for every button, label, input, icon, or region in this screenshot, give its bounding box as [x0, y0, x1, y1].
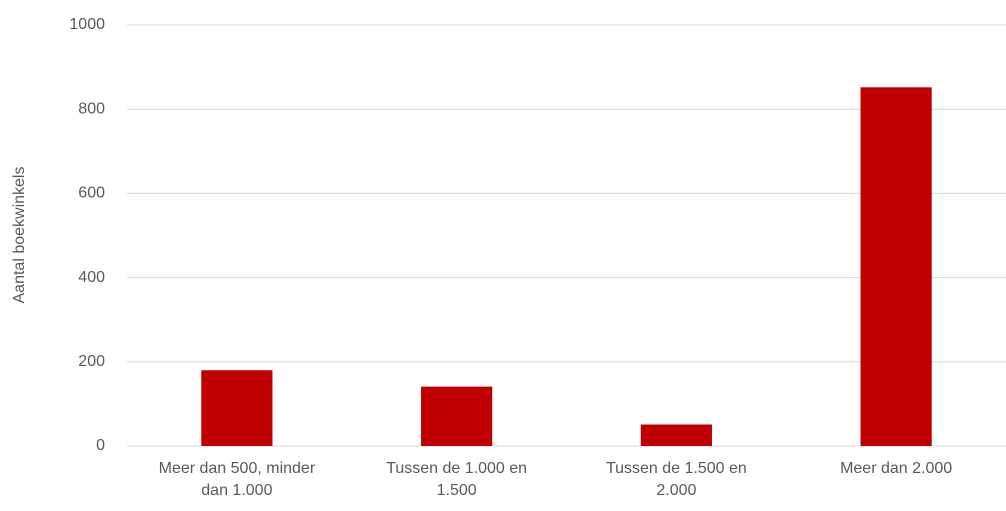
y-tick-label: 1000	[69, 16, 105, 33]
y-tick-label: 800	[78, 100, 105, 117]
x-tick-label: Meer dan 2.000	[840, 460, 953, 477]
bar	[640, 424, 712, 446]
y-tick-label: 200	[78, 353, 105, 370]
y-tick-label: 400	[78, 269, 105, 286]
x-tick-label: Meer dan 500, minder dan 1.000	[158, 460, 316, 499]
bar	[860, 87, 932, 447]
bar	[201, 370, 273, 446]
bar	[421, 386, 493, 446]
y-axis-label: Aantal boekwinkels	[11, 167, 28, 304]
x-tick-label: Tussen de 1.500 en 2.000	[605, 460, 747, 499]
x-tick-label: Tussen de 1.000 en 1.500	[386, 460, 528, 499]
y-tick-label: 600	[78, 185, 105, 202]
y-tick-label: 0	[96, 437, 105, 454]
